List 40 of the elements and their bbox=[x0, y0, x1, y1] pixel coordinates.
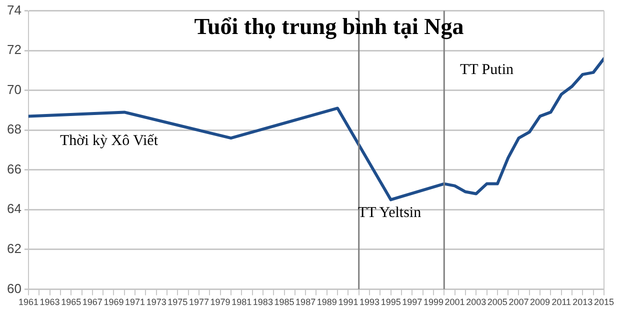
x-tick-label: 1979 bbox=[210, 297, 230, 308]
x-tick-label: 2013 bbox=[572, 297, 593, 308]
x-tick-label: 1963 bbox=[40, 297, 60, 308]
annotation: TT Putin bbox=[460, 62, 514, 79]
y-tick-label: 74 bbox=[6, 2, 22, 18]
x-tick-label: 1999 bbox=[423, 297, 444, 308]
x-tick-label: 1993 bbox=[360, 297, 380, 308]
x-tick-label: 2015 bbox=[594, 297, 614, 308]
x-tick-label: 1971 bbox=[125, 297, 146, 308]
y-tick-label: 62 bbox=[6, 241, 22, 256]
x-tick-label: 1987 bbox=[296, 297, 316, 308]
annotation: TT Yeltsin bbox=[358, 205, 422, 222]
x-tick-label: 2001 bbox=[444, 297, 465, 308]
x-tick-label: 2011 bbox=[552, 297, 572, 308]
x-tick-label: 1961 bbox=[18, 297, 38, 308]
x-tick-label: 2007 bbox=[508, 297, 529, 308]
x-tick-label: 1967 bbox=[82, 297, 102, 308]
x-tick-label: 1969 bbox=[104, 297, 124, 308]
x-tick-label: 1965 bbox=[61, 297, 82, 308]
x-tick-label: 1977 bbox=[188, 297, 210, 308]
x-tick-label: 2009 bbox=[530, 297, 550, 308]
x-tick-label: 1975 bbox=[168, 297, 188, 308]
x-tick-label: 1989 bbox=[316, 297, 337, 308]
x-tick-label: 2005 bbox=[487, 297, 508, 308]
y-tick-label: 60 bbox=[6, 280, 22, 296]
y-tick-label: 64 bbox=[6, 201, 22, 216]
x-tick-label: 1991 bbox=[338, 297, 358, 308]
y-tick-label: 68 bbox=[6, 122, 22, 137]
x-tick-label: 1995 bbox=[380, 297, 401, 308]
annotation: Thời kỳ Xô Viết bbox=[60, 133, 158, 150]
x-tick-label: 1997 bbox=[402, 297, 422, 308]
x-tick-label: 1973 bbox=[146, 297, 166, 308]
y-tick-label: 70 bbox=[6, 82, 22, 97]
y-tick-label: 66 bbox=[6, 161, 22, 176]
chart-title: Tuổi thọ trung bình tại Nga bbox=[194, 14, 464, 39]
x-tick-label: 1983 bbox=[252, 297, 273, 308]
x-tick-label: 1985 bbox=[274, 297, 294, 308]
x-tick-label: 1981 bbox=[232, 297, 252, 308]
y-tick-label: 72 bbox=[6, 42, 22, 58]
x-tick-label: 2003 bbox=[466, 297, 486, 308]
